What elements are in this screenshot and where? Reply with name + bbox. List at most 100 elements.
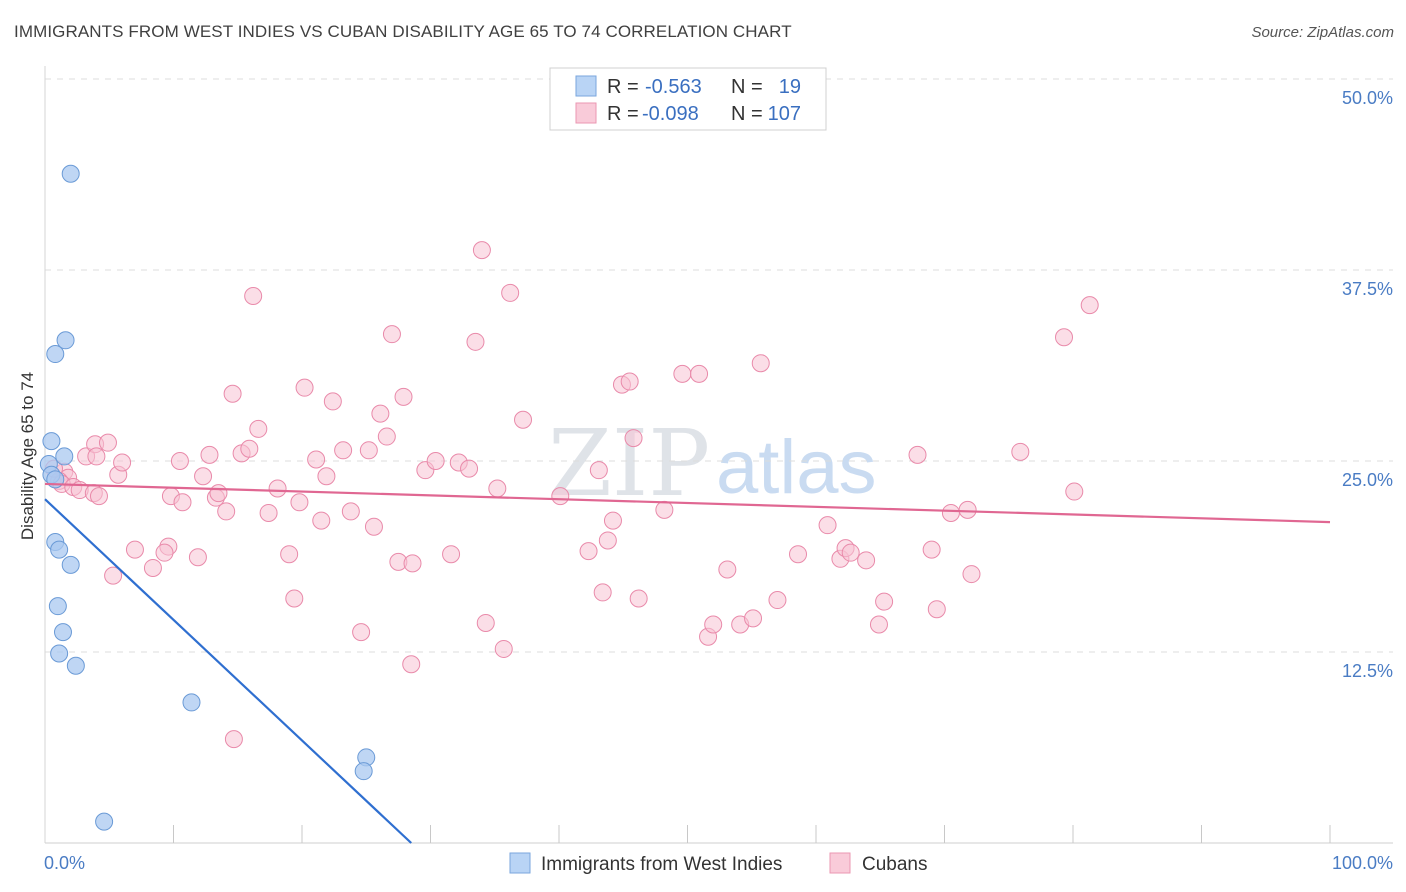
y-axis-title: Disability Age 65 to 74: [18, 372, 37, 540]
cubans-point-32: [244, 286, 263, 305]
cubans-point-40: [307, 450, 326, 469]
cubans-point-63: [488, 479, 507, 498]
bottom-legend-swatch-cubans: [829, 852, 851, 874]
cubans-point-61: [472, 241, 491, 260]
cubans-point-103: [1065, 482, 1084, 501]
cubans-point-95: [908, 445, 927, 464]
cubans-point-72: [603, 511, 622, 530]
cubans-point-51: [382, 325, 401, 344]
source-label: Source: ZipAtlas.com: [1251, 24, 1394, 41]
west-indies-point-15: [182, 693, 201, 712]
bottom-legend: Immigrants from West Indies Cubans: [509, 852, 928, 875]
legend: R = -0.563 N = 19 R = -0.098 N = 107: [549, 67, 827, 131]
cubans-point-15: [104, 566, 123, 585]
cubans-point-25: [200, 445, 219, 464]
cubans-point-49: [371, 404, 390, 423]
cubans-trend-line: [44, 482, 1331, 524]
west-indies-point-0: [61, 164, 80, 183]
legend-r-value-1: -0.563: [645, 76, 702, 98]
west-indies-point-12: [53, 623, 72, 642]
cubans-point-57: [442, 545, 461, 564]
cubans-point-66: [514, 410, 533, 429]
cubans-point-77: [655, 500, 674, 519]
x-tick-label-left: 0.0%: [44, 853, 85, 873]
cubans-point-87: [789, 545, 808, 564]
cubans-point-94: [875, 592, 894, 611]
cubans-point-86: [768, 591, 787, 610]
cubans-point-97: [927, 600, 946, 619]
cubans-point-38: [290, 493, 309, 512]
west-indies-point-14: [66, 656, 85, 675]
cubans-point-53: [394, 387, 413, 406]
cubans-point-75: [624, 429, 643, 448]
cubans-point-42: [317, 467, 336, 486]
cubans-point-70: [593, 583, 612, 602]
legend-r-value-2: -0.098: [642, 103, 699, 125]
y-tick-label-1: 25.0%: [1342, 470, 1393, 490]
cubans-point-106: [402, 655, 421, 674]
cubans-point-59: [460, 459, 479, 478]
cubans-point-11: [89, 487, 108, 506]
cubans-point-48: [364, 517, 383, 536]
cubans-point-45: [341, 502, 360, 521]
cubans-point-12: [98, 433, 117, 452]
cubans-point-88: [818, 516, 837, 535]
cubans-point-14: [113, 453, 132, 472]
west-indies-point-18: [95, 812, 114, 831]
cubans-point-19: [155, 543, 174, 562]
cubans-point-76: [629, 589, 648, 608]
cubans-point-46: [352, 623, 371, 642]
west-indies-point-11: [48, 597, 67, 616]
cubans-point-16: [125, 540, 144, 559]
cubans-point-65: [501, 283, 520, 302]
bottom-legend-label-cubans: Cubans: [862, 854, 928, 875]
cubans-point-17: [143, 558, 162, 577]
cubans-point-96: [922, 540, 941, 559]
cubans-point-98: [941, 503, 960, 522]
y-tick-label-0: 12.5%: [1342, 661, 1393, 681]
cubans-point-28: [217, 502, 236, 521]
cubans-point-79: [690, 364, 709, 383]
cubans-point-44: [334, 441, 353, 460]
cubans-point-85: [751, 354, 770, 373]
cubans-point-23: [188, 548, 207, 567]
cubans-point-68: [579, 542, 598, 561]
legend-n-label-1: N =: [731, 76, 763, 98]
west-indies-point-17: [354, 762, 373, 781]
cubans-point-91: [841, 543, 860, 562]
cubans-point-54: [403, 554, 422, 573]
cubans-point-35: [268, 479, 287, 498]
cubans-point-39: [295, 378, 314, 397]
cubans-point-60: [466, 332, 485, 351]
west-indies-point-2: [55, 447, 74, 466]
cubans-point-47: [359, 441, 378, 460]
cubans-point-92: [857, 551, 876, 570]
cubans-point-69: [589, 461, 608, 480]
bottom-legend-label-west-indies: Immigrants from West Indies: [541, 854, 782, 875]
cubans-point-81: [704, 615, 723, 634]
cubans-point-37: [285, 589, 304, 608]
cubans-point-10: [87, 447, 106, 466]
west-indies-point-13: [50, 644, 69, 663]
cubans-point-31: [240, 439, 259, 458]
west-indies-point-10: [61, 555, 80, 574]
west-indies-point-1: [42, 432, 61, 451]
trend-lines: [44, 482, 1331, 844]
cubans-point-29: [223, 384, 242, 403]
cubans-point-101: [1011, 442, 1030, 461]
cubans-point-102: [1055, 328, 1074, 347]
legend-r-label-2: R =: [607, 103, 639, 125]
cubans-point-93: [869, 615, 888, 634]
legend-n-label-2: N =: [731, 103, 763, 125]
bottom-legend-swatch-west-indies: [509, 852, 531, 874]
x-tick-label-right: 100.0%: [1332, 853, 1393, 873]
cubans-point-24: [194, 467, 213, 486]
y-tick-label-3: 50.0%: [1342, 88, 1393, 108]
cubans-point-62: [476, 613, 495, 632]
cubans-point-27: [209, 484, 228, 503]
watermark-atlas: atlas: [716, 425, 877, 510]
cubans-point-100: [962, 565, 981, 584]
cubans-point-104: [1080, 296, 1099, 315]
cubans-point-67: [551, 487, 570, 506]
